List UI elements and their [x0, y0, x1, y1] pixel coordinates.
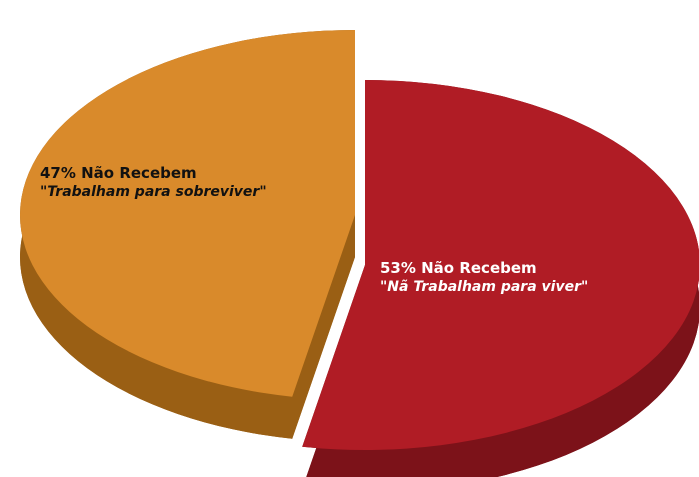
slice-1 [302, 80, 699, 450]
slice-0 [19, 30, 355, 397]
slice-label-1: 53% Não Recebem [380, 259, 537, 277]
slice-sublabel-1: "Nã Trabalham para viver" [380, 279, 588, 295]
slice-sublabel-0: "Trabalham para sobreviver" [40, 184, 267, 200]
pie-tops [19, 30, 699, 450]
slice-label-0: 47% Não Recebem [40, 164, 197, 182]
